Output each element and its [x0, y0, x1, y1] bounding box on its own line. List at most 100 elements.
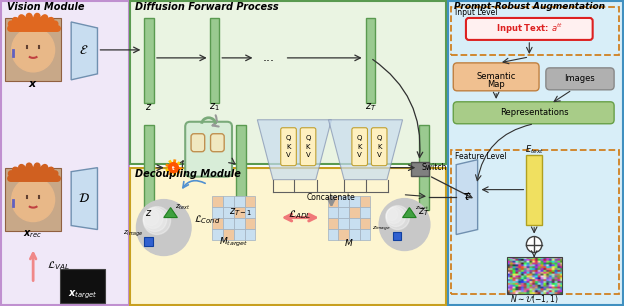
FancyBboxPatch shape	[371, 128, 387, 166]
FancyBboxPatch shape	[5, 168, 61, 231]
Text: $z$: $z$	[145, 102, 153, 112]
FancyBboxPatch shape	[234, 196, 244, 207]
Text: $z_T$: $z_T$	[418, 207, 430, 219]
Circle shape	[143, 210, 159, 226]
Circle shape	[386, 206, 410, 230]
Text: $\mathcal{L}_{VAL}$: $\mathcal{L}_{VAL}$	[47, 259, 70, 272]
Text: Prompt-Robust Augmentation: Prompt-Robust Augmentation	[454, 2, 605, 11]
Text: Vision Module: Vision Module	[7, 2, 84, 12]
Circle shape	[143, 207, 171, 235]
FancyBboxPatch shape	[466, 18, 593, 40]
FancyBboxPatch shape	[360, 218, 371, 228]
Text: Q: Q	[286, 135, 291, 141]
FancyBboxPatch shape	[244, 218, 255, 228]
FancyBboxPatch shape	[328, 196, 339, 207]
FancyBboxPatch shape	[234, 228, 244, 239]
Circle shape	[143, 208, 163, 228]
FancyBboxPatch shape	[281, 128, 296, 166]
Polygon shape	[164, 208, 177, 218]
FancyBboxPatch shape	[223, 207, 234, 218]
Text: $z_{text}$: $z_{text}$	[415, 204, 429, 212]
Text: ...: ...	[263, 51, 275, 64]
FancyBboxPatch shape	[234, 207, 244, 218]
Text: Concatenate: Concatenate	[307, 193, 356, 202]
Text: V: V	[357, 152, 362, 158]
Text: $z_{image}$: $z_{image}$	[372, 225, 391, 234]
Text: Switch: Switch	[421, 163, 447, 172]
Circle shape	[168, 163, 179, 173]
Circle shape	[12, 178, 54, 222]
FancyBboxPatch shape	[60, 270, 105, 303]
FancyBboxPatch shape	[212, 228, 223, 239]
Text: K: K	[306, 144, 310, 150]
FancyBboxPatch shape	[191, 134, 205, 152]
Text: $\tau$: $\tau$	[462, 190, 472, 203]
Text: $M$: $M$	[344, 237, 354, 248]
Polygon shape	[328, 120, 403, 180]
FancyBboxPatch shape	[349, 207, 360, 218]
FancyBboxPatch shape	[130, 168, 447, 305]
Circle shape	[386, 208, 402, 223]
Text: Representations: Representations	[500, 108, 568, 117]
FancyBboxPatch shape	[349, 218, 360, 228]
Text: $N \sim \mathcal{U}(-1,1)$: $N \sim \mathcal{U}(-1,1)$	[510, 293, 559, 305]
FancyBboxPatch shape	[144, 18, 154, 103]
FancyBboxPatch shape	[349, 228, 360, 239]
Text: Decoupling Module: Decoupling Module	[136, 169, 241, 179]
Text: $z_T$: $z_T$	[365, 101, 376, 113]
FancyBboxPatch shape	[144, 125, 154, 210]
FancyBboxPatch shape	[223, 228, 234, 239]
FancyBboxPatch shape	[453, 63, 539, 91]
FancyBboxPatch shape	[328, 228, 339, 239]
FancyBboxPatch shape	[339, 196, 349, 207]
Text: Semantic: Semantic	[476, 72, 516, 81]
Circle shape	[143, 208, 166, 231]
FancyBboxPatch shape	[352, 128, 367, 166]
FancyBboxPatch shape	[244, 228, 255, 239]
Text: K: K	[377, 144, 381, 150]
FancyBboxPatch shape	[349, 196, 360, 207]
FancyBboxPatch shape	[1, 1, 129, 305]
FancyBboxPatch shape	[236, 125, 246, 210]
Polygon shape	[403, 208, 416, 218]
FancyBboxPatch shape	[212, 218, 223, 228]
Text: $\boldsymbol{x}$: $\boldsymbol{x}$	[28, 79, 38, 89]
Text: V: V	[286, 152, 291, 158]
Text: $E_{text}$: $E_{text}$	[525, 143, 544, 156]
Text: $\boldsymbol{x}_{target}$: $\boldsymbol{x}_{target}$	[68, 288, 98, 301]
Polygon shape	[257, 120, 332, 180]
FancyBboxPatch shape	[130, 1, 447, 164]
Text: Q: Q	[357, 135, 362, 141]
FancyBboxPatch shape	[223, 196, 234, 207]
FancyBboxPatch shape	[412, 162, 429, 176]
FancyBboxPatch shape	[339, 228, 349, 239]
Text: V: V	[306, 152, 310, 158]
FancyBboxPatch shape	[5, 18, 61, 81]
FancyBboxPatch shape	[209, 18, 220, 103]
Text: $M_{target}$: $M_{target}$	[220, 236, 248, 249]
FancyBboxPatch shape	[185, 122, 232, 177]
Text: Images: Images	[564, 74, 595, 83]
FancyBboxPatch shape	[223, 218, 234, 228]
FancyBboxPatch shape	[212, 207, 223, 218]
Text: Map: Map	[487, 80, 505, 89]
Circle shape	[12, 28, 54, 72]
FancyBboxPatch shape	[212, 196, 223, 207]
Text: $\mathbf{t}$: $\mathbf{t}$	[172, 164, 176, 172]
FancyBboxPatch shape	[211, 134, 224, 152]
FancyBboxPatch shape	[360, 207, 371, 218]
Polygon shape	[71, 168, 97, 230]
FancyBboxPatch shape	[339, 218, 349, 228]
Text: $z_{text}$: $z_{text}$	[175, 203, 191, 212]
Text: $\mathcal{L}_{Cond}$: $\mathcal{L}_{Cond}$	[195, 213, 221, 226]
Text: $z_{image}$: $z_{image}$	[123, 228, 143, 239]
Text: Diffusion Forward Process: Diffusion Forward Process	[136, 2, 279, 12]
FancyBboxPatch shape	[453, 102, 614, 124]
FancyBboxPatch shape	[449, 1, 623, 305]
FancyBboxPatch shape	[300, 128, 316, 166]
Text: Q: Q	[305, 135, 310, 141]
FancyBboxPatch shape	[393, 231, 401, 239]
Circle shape	[386, 207, 406, 227]
Text: K: K	[357, 144, 362, 150]
Circle shape	[379, 199, 430, 251]
